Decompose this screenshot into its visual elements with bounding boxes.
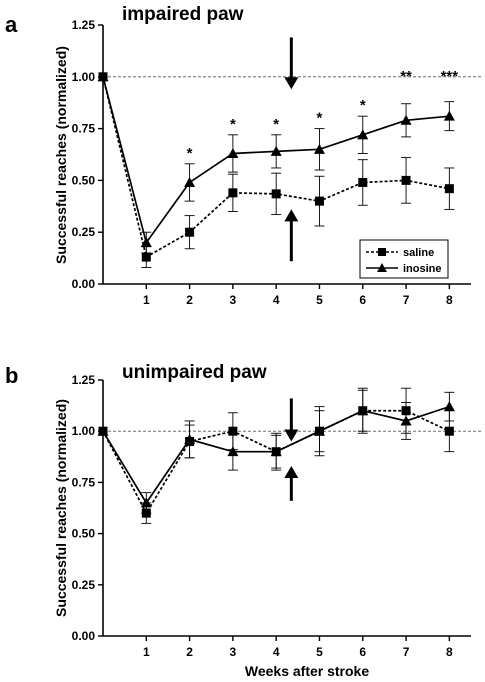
data-point — [184, 176, 196, 187]
data-point — [270, 145, 282, 156]
x-tick-label: 5 — [316, 645, 323, 659]
legend-marker — [378, 248, 386, 256]
chart-panel-a: a impaired paw 0.00 0.25 0.50 0.75 1.00 1.25 1 2 3… — [5, 4, 481, 307]
data-point — [97, 71, 109, 82]
significance-marker: *** — [441, 68, 459, 85]
x-tick-label: 3 — [230, 293, 237, 307]
legend-marker — [377, 263, 387, 272]
data-point — [313, 143, 325, 154]
x-tick-label: 7 — [403, 645, 410, 659]
data-point — [443, 110, 455, 121]
y-axis-title: Successful reaches (normalized) — [53, 399, 69, 617]
x-tick-label: 3 — [230, 645, 237, 659]
data-point — [357, 129, 369, 140]
panel-title: unimpaired paw — [122, 362, 267, 383]
data-point — [270, 446, 282, 457]
data-point — [401, 175, 411, 185]
x-tick-label: 4 — [273, 645, 280, 659]
data-point — [271, 189, 281, 199]
y-tick-label: 0.00 — [72, 277, 96, 291]
data-point — [443, 401, 455, 412]
significance-marker: * — [360, 97, 366, 114]
x-tick-label: 5 — [316, 293, 323, 307]
data-point — [400, 114, 412, 125]
data-point — [141, 252, 151, 262]
y-tick-label: 0.25 — [72, 225, 96, 239]
series-inosine — [97, 387, 455, 514]
data-point — [444, 184, 454, 194]
x-tick-label: 4 — [273, 293, 280, 307]
significance-marker: * — [273, 116, 279, 133]
x-tick-label: 2 — [186, 645, 193, 659]
data-point — [184, 433, 196, 444]
chart-panel-b: b unimpaired paw 0.00 0.25 0.50 0.75 1.00 1.25 1… — [5, 362, 481, 679]
x-tick-label: 8 — [446, 645, 453, 659]
panel-letter: b — [5, 363, 18, 388]
data-point — [228, 188, 238, 198]
y-tick-label: 0.50 — [72, 173, 96, 187]
series-inosine — [97, 71, 455, 254]
data-point — [400, 415, 412, 426]
x-tick-label: 6 — [359, 645, 366, 659]
series-line — [102, 409, 450, 515]
arrow-up-head — [284, 209, 299, 222]
data-point — [97, 425, 109, 436]
arrow-down-head — [284, 77, 299, 90]
x-tick-label: 6 — [359, 293, 366, 307]
y-tick-label: 1.00 — [72, 70, 96, 84]
data-point — [140, 237, 152, 248]
y-tick-label: 1.25 — [72, 373, 96, 387]
series-saline — [98, 72, 455, 268]
legend: saline inosine — [359, 239, 449, 279]
data-point — [444, 426, 454, 436]
arrow-down-head — [284, 429, 299, 442]
x-tick-label: 8 — [446, 293, 453, 307]
data-point — [313, 425, 325, 436]
x-tick-label: 2 — [186, 293, 193, 307]
y-tick-label: 0.50 — [72, 527, 96, 541]
y-tick-label: 1.25 — [72, 18, 96, 32]
x-tick-label: 1 — [143, 293, 150, 307]
significance-marker: ** — [400, 68, 412, 85]
data-point — [185, 227, 195, 237]
x-tick-label: 7 — [403, 293, 410, 307]
y-tick-label: 0.00 — [72, 629, 96, 643]
data-point — [227, 147, 239, 158]
y-axis-title: Successful reaches (normalized) — [53, 46, 69, 264]
panel-letter: a — [5, 12, 18, 37]
y-tick-label: 0.75 — [72, 475, 96, 489]
significance-marker: * — [187, 145, 193, 162]
y-tick-label: 0.25 — [72, 578, 96, 592]
x-tick-label: 1 — [143, 645, 150, 659]
legend-box — [359, 239, 449, 279]
data-point — [228, 426, 238, 436]
significance-marker: * — [317, 110, 323, 127]
y-tick-label: 1.00 — [72, 424, 96, 438]
significance-marker: * — [230, 116, 236, 133]
legend-label: inosine — [403, 263, 442, 275]
panel-title: impaired paw — [122, 4, 244, 25]
x-axis-title: Weeks after stroke — [245, 663, 369, 679]
legend-label: saline — [403, 247, 434, 259]
y-tick-label: 0.75 — [72, 122, 96, 136]
data-point — [357, 405, 369, 416]
data-point — [358, 177, 368, 187]
data-point — [140, 497, 152, 508]
data-point — [314, 196, 324, 206]
arrow-up-head — [284, 466, 299, 479]
data-point — [227, 446, 239, 457]
